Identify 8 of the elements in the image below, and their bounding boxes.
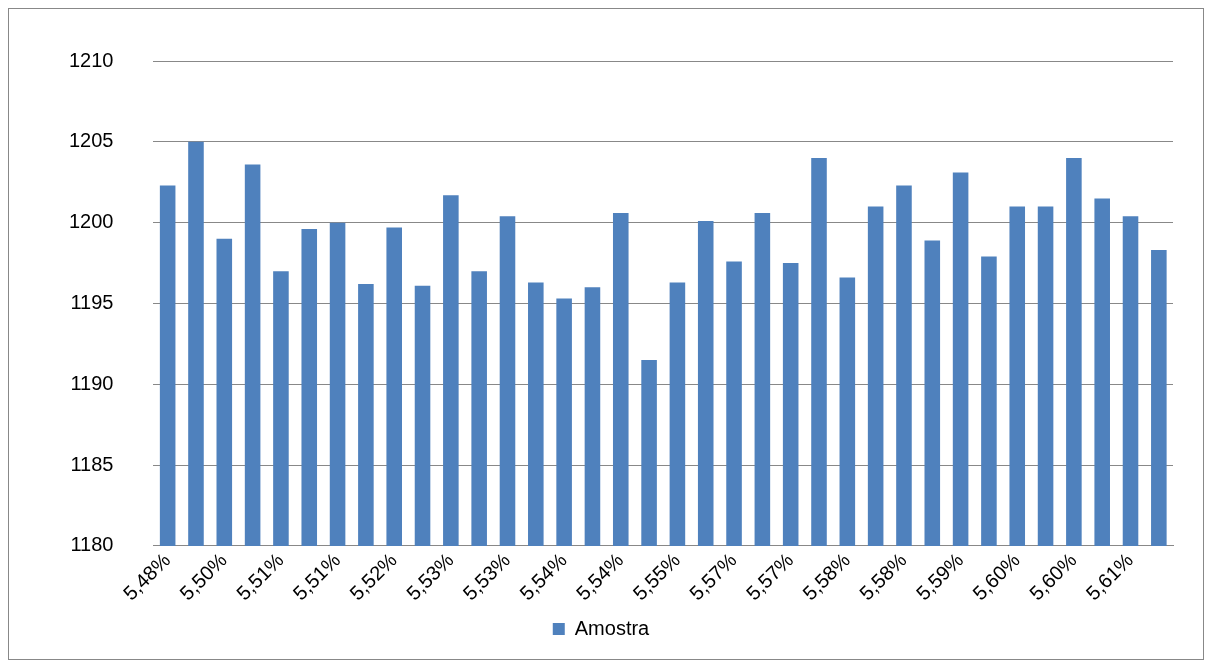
legend-label: Amostra — [574, 616, 651, 639]
y-tick-label: 1210 — [68, 48, 114, 71]
y-tick-label: 1205 — [68, 129, 114, 152]
y-tick-label: 1200 — [68, 210, 114, 233]
y-tick-label: 1190 — [70, 371, 114, 394]
y-tick-label: 1180 — [70, 533, 114, 556]
y-tick-label: 1185 — [70, 452, 114, 475]
y-tick-label: 1195 — [70, 290, 114, 313]
